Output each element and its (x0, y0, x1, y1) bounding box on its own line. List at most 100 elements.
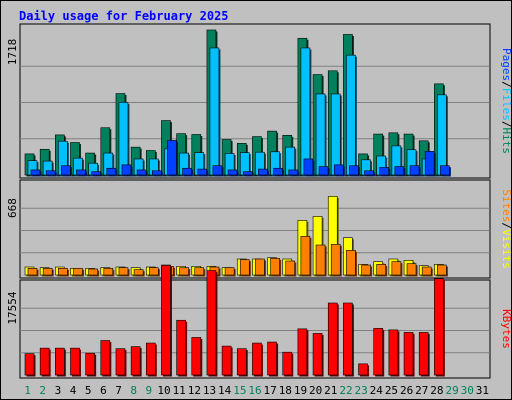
bar-sites-day-26 (406, 263, 417, 276)
day-label-22: 22 (339, 384, 352, 397)
day-label-5: 5 (85, 384, 92, 397)
bar-pages-day-19 (303, 158, 314, 176)
day-label-8: 8 (130, 384, 137, 397)
bar-pages-day-12 (197, 168, 208, 176)
day-label-26: 26 (400, 384, 413, 397)
bar-kbytes-day-9 (145, 342, 156, 376)
bar-kbytes-day-4 (70, 347, 80, 376)
bar-files-day-22 (346, 54, 356, 176)
chart-title: Daily usage for February 2025 (19, 9, 229, 23)
bar-files-day-19 (300, 47, 311, 176)
day-label-31: 31 (476, 384, 489, 397)
bar-pages-day-17 (273, 167, 283, 176)
bar-kbytes-day-13 (206, 270, 217, 376)
day-label-24: 24 (370, 384, 384, 397)
bar-kbytes-day-26 (403, 332, 414, 376)
day-label-28: 28 (430, 384, 443, 397)
bar-pages-day-16 (258, 168, 268, 176)
bar-sites-day-28 (437, 264, 447, 276)
bar-pages-day-9 (151, 170, 162, 176)
panel-series-label: Sites/Visits (500, 189, 512, 269)
bar-kbytes-day-19 (297, 328, 308, 376)
bar-kbytes-day-22 (343, 302, 353, 376)
bar-kbytes-day-6 (100, 340, 111, 376)
bar-sites-day-19 (300, 236, 311, 276)
bar-pages-day-3 (61, 165, 71, 176)
bar-sites-day-21 (330, 244, 341, 276)
bar-kbytes-day-2 (39, 347, 50, 376)
series-label-part: / (500, 222, 512, 229)
ymax-label: 668 (6, 198, 19, 218)
day-label-6: 6 (100, 384, 107, 397)
bar-kbytes-day-8 (130, 346, 141, 376)
bar-kbytes-day-10 (161, 265, 171, 376)
panel-kbytes: 17554 KBytes (6, 265, 512, 379)
bar-sites-day-5 (88, 268, 98, 276)
bar-sites-day-22 (346, 250, 356, 276)
series-label-part: Visits (500, 229, 512, 269)
bar-pages-day-10 (167, 140, 177, 176)
bar-sites-day-16 (255, 258, 265, 276)
bar-kbytes-day-1 (24, 353, 35, 376)
bar-sites-day-7 (118, 267, 129, 276)
bar-pages-day-1 (30, 169, 41, 176)
bar-files-day-7 (118, 102, 129, 176)
bar-sites-day-27 (421, 266, 432, 276)
day-axis-labels: 1 2 3 4 5 6 7 8 9 10 11 12 13 14 15 16 17 18 19 20 21 22 23 24 2… (24, 384, 489, 397)
day-label-29: 29 (445, 384, 458, 397)
bar-sites-day-25 (391, 261, 402, 276)
bar-files-day-21 (330, 93, 341, 176)
bar-sites-day-18 (285, 260, 296, 276)
bar-kbytes-day-5 (85, 352, 95, 376)
bar-pages-day-20 (318, 166, 329, 176)
bar-kbytes-day-15 (236, 348, 247, 376)
bar-kbytes-day-3 (55, 347, 65, 376)
bar-sites-day-9 (148, 267, 159, 276)
bar-kbytes-day-28 (434, 278, 444, 376)
bar-files-day-13 (209, 47, 220, 176)
bar-sites-day-1 (27, 268, 38, 276)
series-pages (30, 140, 451, 177)
bar-pages-day-23 (364, 170, 374, 176)
bar-sites-day-23 (361, 264, 371, 276)
day-label-10: 10 (157, 384, 170, 397)
day-label-12: 12 (188, 384, 201, 397)
bar-pages-day-26 (409, 165, 420, 176)
bar-kbytes-day-11 (176, 319, 186, 376)
day-label-17: 17 (264, 384, 277, 397)
bar-sites-day-8 (133, 269, 144, 276)
bar-pages-day-22 (349, 165, 359, 176)
bar-pages-day-15 (242, 171, 253, 176)
bar-kbytes-day-24 (373, 328, 384, 376)
day-label-7: 7 (115, 384, 122, 397)
day-label-19: 19 (294, 384, 307, 397)
series-label-part: KBytes (500, 309, 512, 349)
series-label-part: / (500, 81, 512, 88)
bar-pages-day-14 (227, 169, 238, 176)
bar-sites-day-4 (73, 268, 83, 276)
panel-hits-files-pages: 1718 Pages/Files/Hits (6, 23, 512, 179)
bar-files-day-20 (315, 93, 326, 176)
series-files (27, 47, 448, 177)
day-label-3: 3 (55, 384, 62, 397)
day-label-14: 14 (218, 384, 232, 397)
day-label-16: 16 (248, 384, 261, 397)
series-label-part: Files (500, 88, 512, 121)
day-label-23: 23 (355, 384, 368, 397)
bar-kbytes-day-18 (282, 351, 293, 376)
bar-pages-day-2 (45, 170, 56, 176)
bar-kbytes-day-21 (327, 302, 338, 376)
bar-pages-day-13 (212, 165, 223, 176)
bar-sites-day-24 (376, 264, 387, 276)
bar-sites-day-11 (179, 267, 189, 276)
bar-sites-day-14 (224, 267, 235, 276)
bar-sites-day-6 (103, 268, 114, 276)
bar-pages-day-27 (424, 151, 435, 176)
series-label-part: / (500, 121, 512, 128)
bar-pages-day-4 (76, 169, 86, 176)
panel-visits-sites: 668 Sites/Visits (6, 179, 512, 279)
day-label-15: 15 (233, 384, 246, 397)
bar-pages-day-6 (106, 167, 117, 176)
bar-pages-day-21 (333, 164, 344, 176)
bar-kbytes-day-14 (221, 345, 232, 376)
